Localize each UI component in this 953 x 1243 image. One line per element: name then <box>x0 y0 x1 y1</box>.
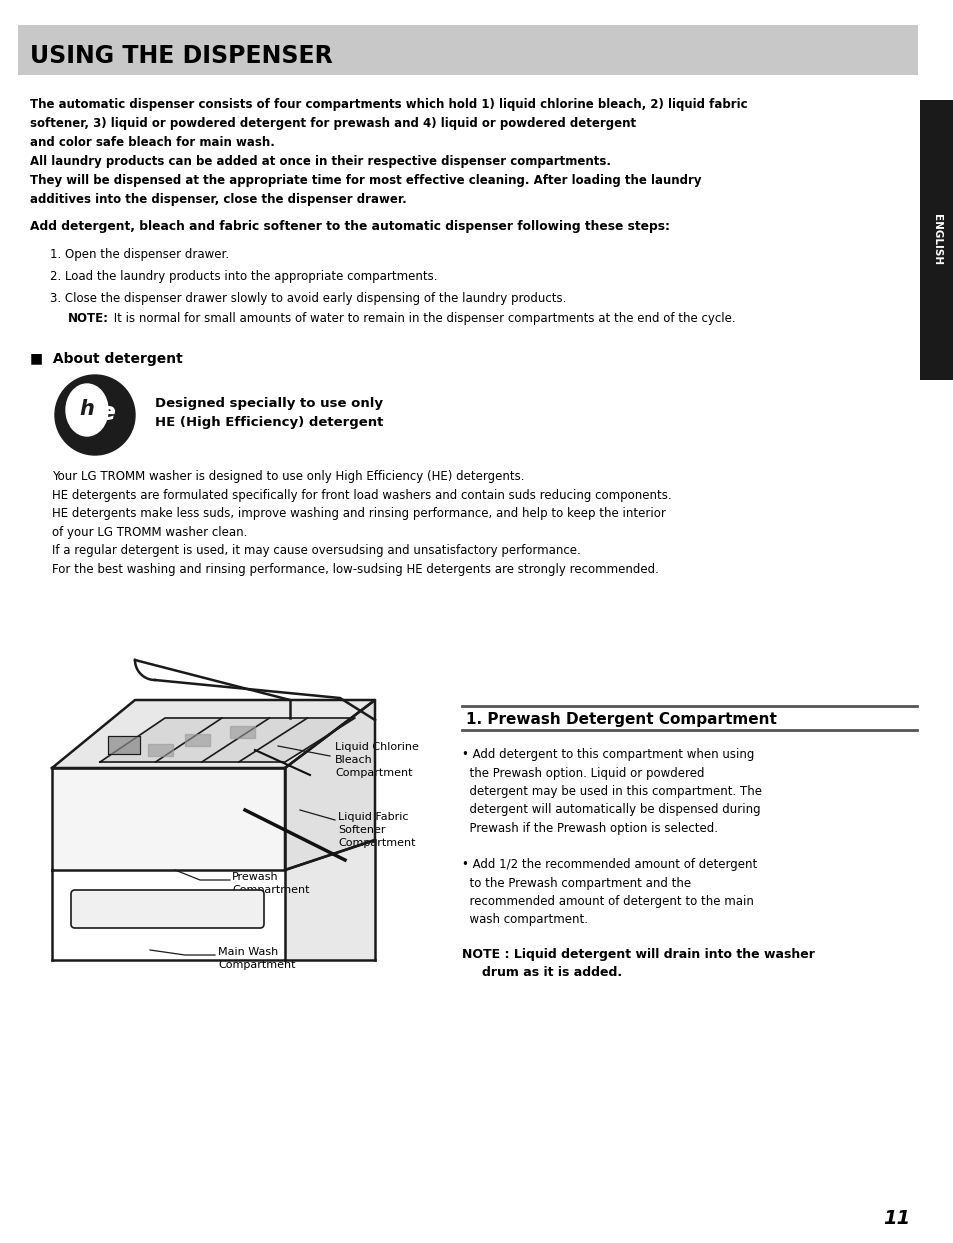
Text: 1. Prewash Detergent Compartment: 1. Prewash Detergent Compartment <box>465 711 776 726</box>
Text: USING THE DISPENSER: USING THE DISPENSER <box>30 44 333 68</box>
Text: ENGLISH: ENGLISH <box>931 215 941 266</box>
Polygon shape <box>285 700 375 870</box>
Polygon shape <box>52 768 285 870</box>
Text: h: h <box>79 399 94 419</box>
Ellipse shape <box>66 384 108 436</box>
Text: ■  About detergent: ■ About detergent <box>30 352 183 365</box>
Text: 3. Close the dispenser drawer slowly to avoid early dispensing of the laundry pr: 3. Close the dispenser drawer slowly to … <box>50 292 566 305</box>
Text: Your LG TROMM washer is designed to use only High Efficiency (HE) detergents.
HE: Your LG TROMM washer is designed to use … <box>52 470 671 576</box>
Text: NOTE : Liquid detergent will drain into the washer: NOTE : Liquid detergent will drain into … <box>461 948 814 961</box>
Bar <box>18 25 917 75</box>
Text: 11: 11 <box>882 1209 909 1228</box>
Text: The automatic dispenser consists of four compartments which hold 1) liquid chlor: The automatic dispenser consists of four… <box>30 98 747 206</box>
Polygon shape <box>285 840 375 960</box>
Bar <box>230 726 254 738</box>
Text: Designed specially to use only: Designed specially to use only <box>154 397 382 410</box>
Text: NOTE:: NOTE: <box>68 312 109 324</box>
Polygon shape <box>108 736 140 755</box>
Text: 1. Open the dispenser drawer.: 1. Open the dispenser drawer. <box>50 249 229 261</box>
Text: It is normal for small amounts of water to remain in the dispenser compartments : It is normal for small amounts of water … <box>110 312 735 324</box>
Text: Liquid Fabric
Softener
Compartment: Liquid Fabric Softener Compartment <box>337 812 416 849</box>
Text: e: e <box>98 401 115 425</box>
Text: Add detergent, bleach and fabric softener to the automatic dispenser following t: Add detergent, bleach and fabric softene… <box>30 220 669 232</box>
FancyBboxPatch shape <box>71 890 264 929</box>
Text: • Add detergent to this compartment when using
  the Prewash option. Liquid or p: • Add detergent to this compartment when… <box>461 748 761 835</box>
Bar <box>919 99 953 380</box>
Bar <box>148 745 172 756</box>
Text: 2. Load the laundry products into the appropriate compartments.: 2. Load the laundry products into the ap… <box>50 270 437 283</box>
Text: • Add 1/2 the recommended amount of detergent
  to the Prewash compartment and t: • Add 1/2 the recommended amount of dete… <box>461 858 757 926</box>
Text: drum as it is added.: drum as it is added. <box>481 966 621 979</box>
Polygon shape <box>100 718 355 762</box>
Text: Main Wash
Compartment: Main Wash Compartment <box>218 947 295 971</box>
Circle shape <box>55 375 135 455</box>
Text: Liquid Chlorine
Bleach
Compartment: Liquid Chlorine Bleach Compartment <box>335 742 418 778</box>
Text: Prewash
Compartment: Prewash Compartment <box>232 873 309 895</box>
Bar <box>185 735 210 746</box>
Polygon shape <box>52 700 375 768</box>
Text: HE (High Efficiency) detergent: HE (High Efficiency) detergent <box>154 416 383 429</box>
